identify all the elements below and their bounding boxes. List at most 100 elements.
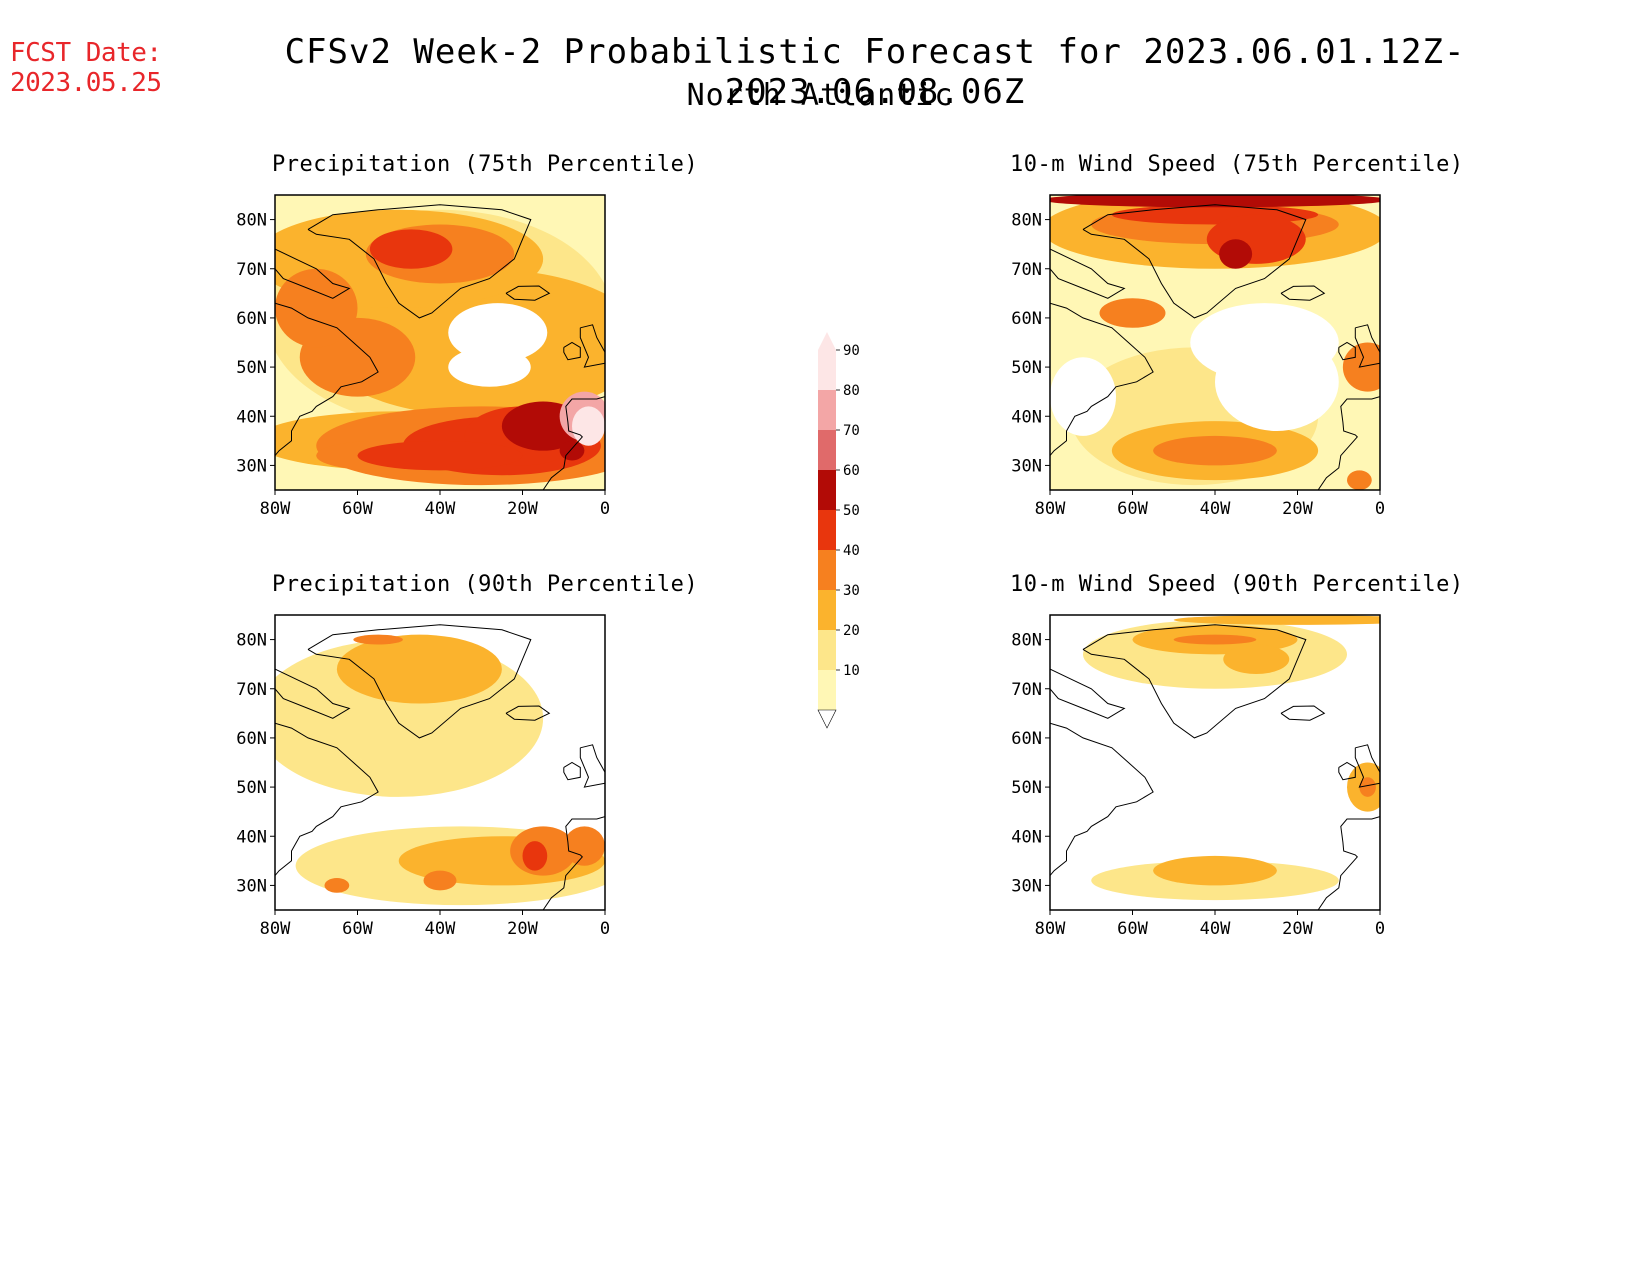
map-wind-75: 80N 70N 60N 50N 40N 30N 80W 60W 40W 20W 0 (1011, 194, 1385, 519)
coastline (579, 324, 605, 368)
map-precip-75: 80N 70N 60N 50N 40N 30N 80W 60W 40W 20W 0 (236, 194, 610, 519)
lon-label: 40W (425, 499, 456, 519)
lat-label: 80N (236, 631, 267, 651)
forecast-date: FCST Date: 2023.05.25 (10, 38, 162, 98)
probability-contour (369, 229, 453, 269)
panel-title-wind-75: 10-m Wind Speed (75th Percentile) (1010, 152, 1464, 177)
coastline (275, 248, 351, 299)
probability-contour (1342, 342, 1380, 392)
colorbar-swatch (818, 590, 836, 630)
lat-label: 50N (236, 778, 267, 798)
lon-label: 80W (260, 499, 291, 519)
lat-label: 60N (1011, 729, 1042, 749)
colorbar-label: 40 (843, 543, 860, 559)
colorbar-swatch (818, 390, 836, 430)
coastline (1082, 624, 1307, 739)
map-wind-90: 80N 70N 60N 50N 40N 30N 80W 60W 40W 20W 0 (1011, 614, 1385, 939)
lat-label: 60N (1011, 309, 1042, 329)
probability-contour (559, 440, 585, 461)
lat-label: 40N (1011, 827, 1042, 847)
colorbar-label: 20 (843, 623, 860, 639)
coastline (579, 744, 605, 788)
coastline (563, 341, 581, 361)
lat-label: 40N (236, 827, 267, 847)
coastline (275, 668, 351, 719)
coastline (1082, 204, 1307, 319)
colorbar-swatch (818, 510, 836, 550)
colorbar-label: 70 (843, 423, 860, 439)
coastline (1338, 341, 1356, 361)
coastline (1317, 816, 1380, 910)
lon-label: 80W (260, 919, 291, 939)
forecast-date-value: 2023.05.25 (10, 68, 162, 98)
probability-contour (357, 440, 523, 471)
lon-label: 40W (1200, 499, 1231, 519)
colorbar-label: 60 (843, 463, 860, 479)
lon-label: 20W (507, 499, 538, 519)
below-threshold-area (1215, 332, 1339, 431)
colorbar-swatch (818, 670, 836, 710)
coastline (275, 722, 379, 876)
colorbar-label: 30 (843, 583, 860, 599)
probability-contour (1153, 855, 1277, 886)
lat-label: 80N (1011, 631, 1042, 651)
probability-contour (1050, 195, 1380, 208)
lon-label: 0 (600, 499, 610, 519)
panel-title-precip-75: Precipitation (75th Percentile) (272, 152, 699, 177)
lat-label: 30N (236, 876, 267, 896)
lat-label: 60N (236, 729, 267, 749)
colorbar: 10 20 30 40 50 60 70 80 90 (817, 332, 860, 729)
coastline (275, 302, 379, 456)
coastline (307, 204, 532, 319)
probability-contour (353, 634, 403, 645)
probability-contour (1359, 777, 1376, 797)
coastline (1317, 396, 1380, 490)
probability-contour (324, 878, 350, 893)
probability-contour (423, 870, 457, 891)
lon-label: 20W (1282, 919, 1313, 939)
page-subtitle: North Atlantic (686, 78, 954, 113)
lat-label: 80N (1011, 211, 1042, 231)
probability-contour (1223, 644, 1290, 674)
probability-contour (1099, 298, 1166, 328)
page-title: CFSv2 Week-2 Probabilistic Forecast for … (284, 32, 1466, 112)
probability-contour (1173, 634, 1257, 645)
colorbar-top-cap (818, 332, 836, 350)
lat-label: 50N (1011, 358, 1042, 378)
coastline (1050, 302, 1154, 456)
lon-label: 40W (1200, 919, 1231, 939)
below-threshold-area (448, 347, 531, 387)
map-precip-90: 80N 70N 60N 50N 40N 30N 80W 60W 40W 20W 0 (236, 614, 610, 939)
colorbar-swatch (818, 630, 836, 670)
coastline (505, 285, 551, 301)
coastline (1280, 705, 1326, 721)
lon-label: 60W (342, 499, 373, 519)
probability-contour (522, 841, 548, 871)
lon-label: 60W (1117, 499, 1148, 519)
coastline (542, 816, 605, 910)
forecast-date-label: FCST Date: (10, 38, 162, 68)
lat-label: 70N (1011, 680, 1042, 700)
coastline (307, 624, 532, 739)
below-threshold-area (1050, 357, 1116, 436)
lat-label: 70N (236, 260, 267, 280)
lat-label: 70N (1011, 260, 1042, 280)
lon-label: 60W (1117, 919, 1148, 939)
colorbar-label: 90 (843, 343, 860, 359)
colorbar-swatch (818, 350, 836, 390)
coastline (1050, 248, 1126, 299)
probability-contour (563, 826, 605, 866)
coastline (1050, 668, 1126, 719)
below-threshold-area (448, 303, 548, 363)
probability-contour (1153, 435, 1277, 466)
lat-label: 30N (1011, 456, 1042, 476)
lat-label: 80N (236, 211, 267, 231)
coastline (505, 705, 551, 721)
coastline (1354, 324, 1380, 368)
colorbar-label: 50 (843, 503, 860, 519)
colorbar-label: 80 (843, 383, 860, 399)
coastline (1338, 761, 1356, 781)
lat-label: 40N (1011, 407, 1042, 427)
colorbar-swatch (818, 470, 836, 510)
lat-label: 50N (236, 358, 267, 378)
